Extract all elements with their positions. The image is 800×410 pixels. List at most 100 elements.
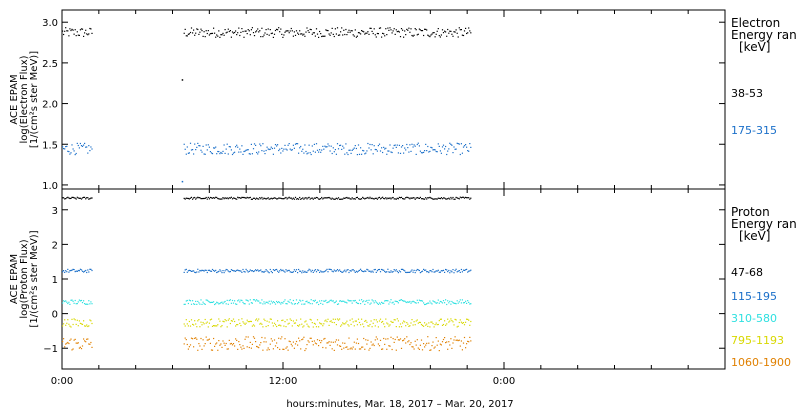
data-point	[400, 146, 403, 148]
data-point	[213, 27, 215, 29]
data-point	[290, 197, 292, 199]
data-point	[402, 340, 404, 342]
data-point	[234, 197, 236, 199]
data-point	[435, 322, 437, 324]
data-point	[62, 197, 64, 199]
data-point	[337, 148, 340, 150]
data-point	[76, 142, 78, 144]
data-point	[267, 271, 269, 273]
data-point	[204, 343, 206, 345]
data-point	[76, 270, 78, 272]
data-point	[314, 269, 316, 271]
data-point	[242, 268, 244, 271]
data-point	[302, 326, 304, 328]
data-point	[448, 148, 450, 150]
data-point	[195, 300, 197, 302]
data-point	[328, 341, 330, 343]
data-point	[335, 33, 337, 35]
data-point	[205, 299, 207, 301]
data-point	[196, 303, 198, 305]
data-point	[203, 31, 205, 33]
data-point	[343, 270, 345, 272]
data-point	[281, 33, 283, 35]
data-point	[315, 28, 318, 30]
data-point	[332, 300, 334, 302]
data-point	[220, 326, 222, 328]
data-point	[79, 300, 81, 302]
data-point	[341, 148, 343, 150]
data-point	[371, 270, 373, 272]
data-point	[308, 31, 310, 33]
data-point	[385, 318, 387, 320]
data-point	[326, 29, 328, 32]
data-point	[217, 324, 219, 326]
data-point	[370, 271, 372, 273]
data-point	[278, 149, 280, 152]
data-point	[432, 323, 434, 325]
data-point	[328, 33, 330, 35]
data-point	[192, 198, 194, 200]
data-point	[303, 336, 305, 338]
data-point	[313, 143, 315, 145]
data-point	[284, 321, 286, 323]
data-point	[230, 342, 232, 345]
data-point	[352, 34, 354, 36]
data-point	[67, 302, 69, 305]
data-point	[229, 343, 231, 345]
data-point	[319, 149, 321, 151]
data-point	[423, 325, 425, 327]
data-point	[272, 325, 274, 327]
data-point	[272, 301, 274, 303]
data-point	[441, 29, 444, 31]
data-point	[289, 271, 291, 273]
data-point	[84, 270, 86, 272]
data-point	[407, 323, 409, 325]
data-point	[203, 270, 205, 272]
data-point	[289, 299, 291, 301]
data-point	[84, 303, 86, 305]
data-point	[395, 269, 397, 271]
data-point	[408, 340, 410, 342]
series-175-315	[62, 142, 472, 183]
data-point	[328, 324, 330, 326]
series-115-195	[62, 268, 472, 274]
data-point	[218, 303, 220, 305]
data-point	[184, 269, 186, 271]
data-point	[456, 326, 458, 328]
data-point	[439, 150, 441, 152]
data-point	[415, 344, 417, 346]
data-point	[396, 270, 398, 272]
data-point	[283, 325, 285, 327]
data-point	[457, 143, 459, 145]
data-point	[392, 147, 394, 149]
data-point	[284, 197, 286, 199]
data-point	[389, 27, 391, 29]
data-point	[441, 270, 444, 272]
data-point	[345, 143, 347, 145]
data-point	[312, 344, 314, 346]
data-point	[277, 320, 279, 322]
data-point	[222, 197, 224, 199]
data-point	[390, 270, 392, 272]
data-point	[261, 271, 263, 273]
data-point	[240, 151, 242, 153]
data-point	[71, 196, 73, 198]
data-point	[79, 268, 81, 270]
data-point	[268, 34, 270, 36]
data-point	[239, 270, 241, 272]
data-point	[349, 300, 351, 302]
data-point	[328, 196, 330, 199]
data-point	[279, 270, 281, 272]
data-point	[267, 28, 269, 30]
data-point	[336, 27, 339, 29]
data-point	[221, 272, 223, 274]
data-point	[403, 152, 405, 154]
data-point	[327, 301, 329, 303]
data-point	[326, 302, 328, 304]
data-point	[285, 148, 287, 150]
data-point	[193, 29, 195, 31]
data-point	[279, 324, 281, 326]
data-point	[407, 29, 409, 31]
data-point	[181, 180, 184, 183]
data-point	[245, 299, 247, 301]
